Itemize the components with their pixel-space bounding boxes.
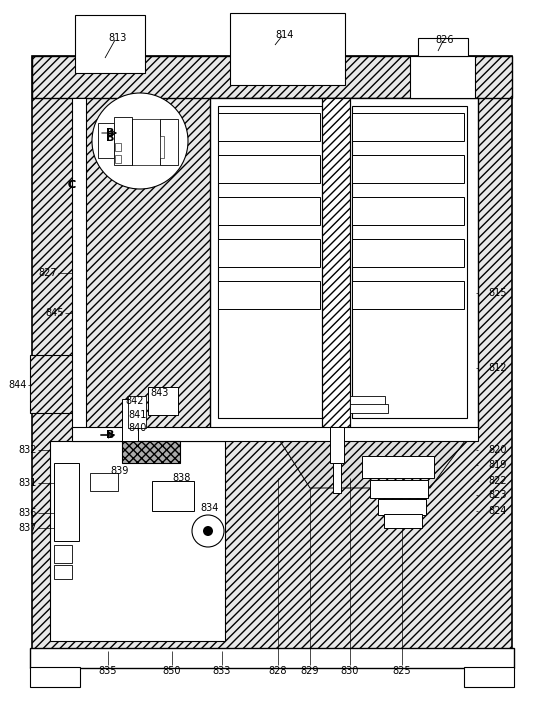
Bar [370, 480, 428, 498]
Bar [352, 197, 464, 225]
Bar [54, 545, 72, 563]
Bar [72, 98, 86, 428]
Text: 835: 835 [99, 666, 118, 676]
Text: B: B [106, 430, 114, 440]
Text: 845: 845 [46, 308, 64, 318]
Bar [160, 136, 164, 158]
Text: 815: 815 [489, 288, 507, 298]
Text: B: B [106, 128, 114, 138]
Text: 826: 826 [436, 35, 454, 45]
Bar [330, 427, 344, 463]
Text: 834: 834 [201, 503, 219, 513]
Text: 836: 836 [19, 508, 37, 518]
Bar [322, 98, 350, 428]
Text: 844: 844 [9, 380, 27, 390]
Bar [322, 98, 350, 428]
Text: C: C [68, 180, 76, 190]
Bar [114, 117, 132, 165]
Bar [218, 155, 320, 183]
Bar [352, 113, 464, 141]
Text: 833: 833 [213, 666, 231, 676]
Bar [152, 481, 194, 511]
Bar [32, 56, 512, 651]
Text: 850: 850 [163, 666, 181, 676]
Bar [54, 565, 72, 579]
Bar [148, 387, 178, 415]
Text: 832: 832 [18, 445, 37, 455]
Bar [90, 473, 118, 491]
Text: 823: 823 [489, 490, 507, 500]
Text: C: C [68, 180, 76, 190]
Bar [160, 119, 178, 165]
Bar [210, 98, 478, 428]
Text: 812: 812 [489, 363, 507, 373]
Bar [115, 143, 121, 151]
Bar [352, 239, 464, 267]
Bar [132, 119, 160, 165]
Text: 819: 819 [489, 460, 507, 470]
Bar [350, 404, 388, 413]
Bar [378, 499, 426, 515]
Bar [32, 56, 512, 98]
Bar [98, 123, 114, 158]
Bar [352, 281, 464, 309]
Bar [122, 441, 180, 463]
Bar [75, 15, 145, 73]
Text: 842: 842 [126, 396, 144, 406]
Text: 841: 841 [129, 410, 147, 420]
Text: 828: 828 [269, 666, 287, 676]
Text: 829: 829 [301, 666, 319, 676]
Text: 827: 827 [39, 268, 57, 278]
Bar [410, 56, 475, 98]
Bar [30, 667, 80, 687]
Bar [50, 441, 225, 641]
Bar [218, 197, 320, 225]
Bar [333, 463, 341, 493]
Bar [122, 399, 138, 441]
Bar [54, 463, 79, 541]
Bar [350, 396, 385, 405]
Bar [384, 514, 422, 528]
Bar [218, 106, 323, 418]
Bar [72, 427, 478, 441]
Bar [218, 281, 320, 309]
Text: 825: 825 [393, 666, 411, 676]
Bar [115, 155, 121, 163]
Text: 822: 822 [489, 476, 508, 486]
Polygon shape [280, 441, 465, 488]
Text: 830: 830 [341, 666, 359, 676]
Bar [218, 113, 320, 141]
Text: 843: 843 [151, 388, 169, 398]
Bar [210, 98, 478, 428]
Text: 840: 840 [129, 423, 147, 433]
Bar [218, 239, 320, 267]
Text: 813: 813 [109, 33, 127, 43]
Bar [352, 106, 467, 418]
Bar [230, 13, 345, 85]
Bar [418, 38, 468, 56]
Text: 838: 838 [173, 473, 191, 483]
Bar [352, 155, 464, 183]
Bar [30, 648, 514, 668]
Bar [128, 396, 146, 428]
Text: B: B [106, 133, 114, 143]
Bar [362, 456, 434, 478]
Text: 824: 824 [489, 506, 507, 516]
Bar [464, 667, 514, 687]
Text: 831: 831 [19, 478, 37, 488]
Circle shape [203, 526, 213, 536]
Text: 839: 839 [111, 466, 129, 476]
Bar [30, 355, 75, 413]
Text: 814: 814 [276, 30, 294, 40]
Text: 837: 837 [18, 523, 37, 533]
Text: 820: 820 [489, 445, 507, 455]
Circle shape [192, 515, 224, 547]
Circle shape [92, 93, 188, 189]
